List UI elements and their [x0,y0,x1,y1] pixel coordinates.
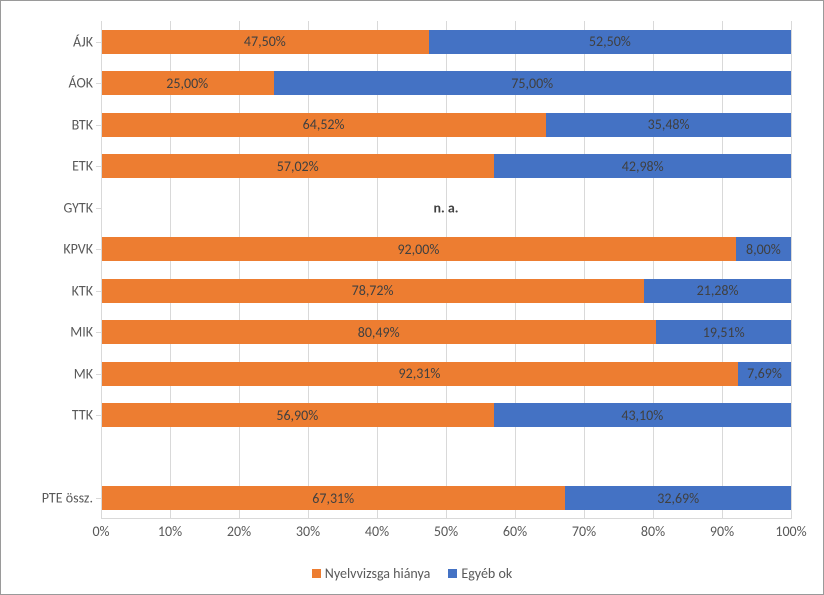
legend-swatch-2 [448,569,457,578]
x-axis-label: 60% [503,519,527,540]
legend-item-series-2: Egyéb ok [448,565,512,582]
gridline [308,21,309,519]
x-axis-label: 10% [158,519,182,540]
plot-area: 0%10%20%30%40%50%60%70%80%90%100%ÁJK47,5… [101,21,791,519]
gridline [722,21,723,519]
gridline [377,21,378,519]
bar-segment: 80,49% [101,320,656,344]
bar-row: 25,00%75,00% [101,71,791,95]
bar-segment: 32,69% [565,486,791,510]
bar-segment: 92,00% [101,237,736,261]
gridline [791,21,792,519]
gridline [584,21,585,519]
x-axis-label: 50% [434,519,458,540]
legend: Nyelvvizsga hiánya Egyéb ok [1,565,823,582]
bar-row: 47,50%52,50% [101,30,791,54]
x-axis-label: 40% [365,519,389,540]
gridline [239,21,240,519]
bar-segment: 42,98% [494,154,791,178]
bar-segment: 57,02% [101,154,494,178]
bar-row: 78,72%21,28% [101,279,791,303]
gridline [170,21,171,519]
bar-segment: 67,31% [101,486,565,510]
bar-row: 67,31%32,69% [101,486,791,510]
bar-row: 57,02%42,98% [101,154,791,178]
bar-segment: 8,00% [736,237,791,261]
x-axis-label: 70% [572,519,596,540]
bar-segment: 75,00% [274,71,792,95]
gridline [515,21,516,519]
legend-swatch-1 [312,569,321,578]
bar-row: 64,52%35,48% [101,113,791,137]
x-axis-label: 20% [227,519,251,540]
bar-segment: 47,50% [101,30,429,54]
bar-segment: 7,69% [738,362,791,386]
y-axis [101,21,102,519]
x-axis-label: 100% [775,519,806,540]
gridline [446,21,447,519]
bar-segment: 78,72% [101,279,644,303]
y-axis-label: PTE össz. [42,490,101,507]
bar-row: 80,49%19,51% [101,320,791,344]
bar-segment: 21,28% [644,279,791,303]
legend-label-1: Nyelvvizsga hiánya [325,565,431,582]
bar-row: 92,31%7,69% [101,362,791,386]
legend-label-2: Egyéb ok [461,565,512,582]
bar-segment: 64,52% [101,113,546,137]
bar-segment: 25,00% [101,71,274,95]
bar-segment: 19,51% [656,320,791,344]
bar-segment: 56,90% [101,403,494,427]
na-label: n. a. [433,199,458,216]
x-axis-label: 30% [296,519,320,540]
x-axis-label: 0% [92,519,109,540]
x-axis-label: 90% [710,519,734,540]
bar-segment: 52,50% [429,30,791,54]
bar-row: 56,90%43,10% [101,403,791,427]
x-axis [101,518,791,519]
bar-segment: 35,48% [546,113,791,137]
gridline [653,21,654,519]
legend-item-series-1: Nyelvvizsga hiánya [312,565,431,582]
bar-row: 92,00%8,00% [101,237,791,261]
stacked-bar-chart: 0%10%20%30%40%50%60%70%80%90%100%ÁJK47,5… [0,0,824,595]
bar-segment: 43,10% [494,403,791,427]
bar-segment: 92,31% [101,362,738,386]
x-axis-label: 80% [641,519,665,540]
